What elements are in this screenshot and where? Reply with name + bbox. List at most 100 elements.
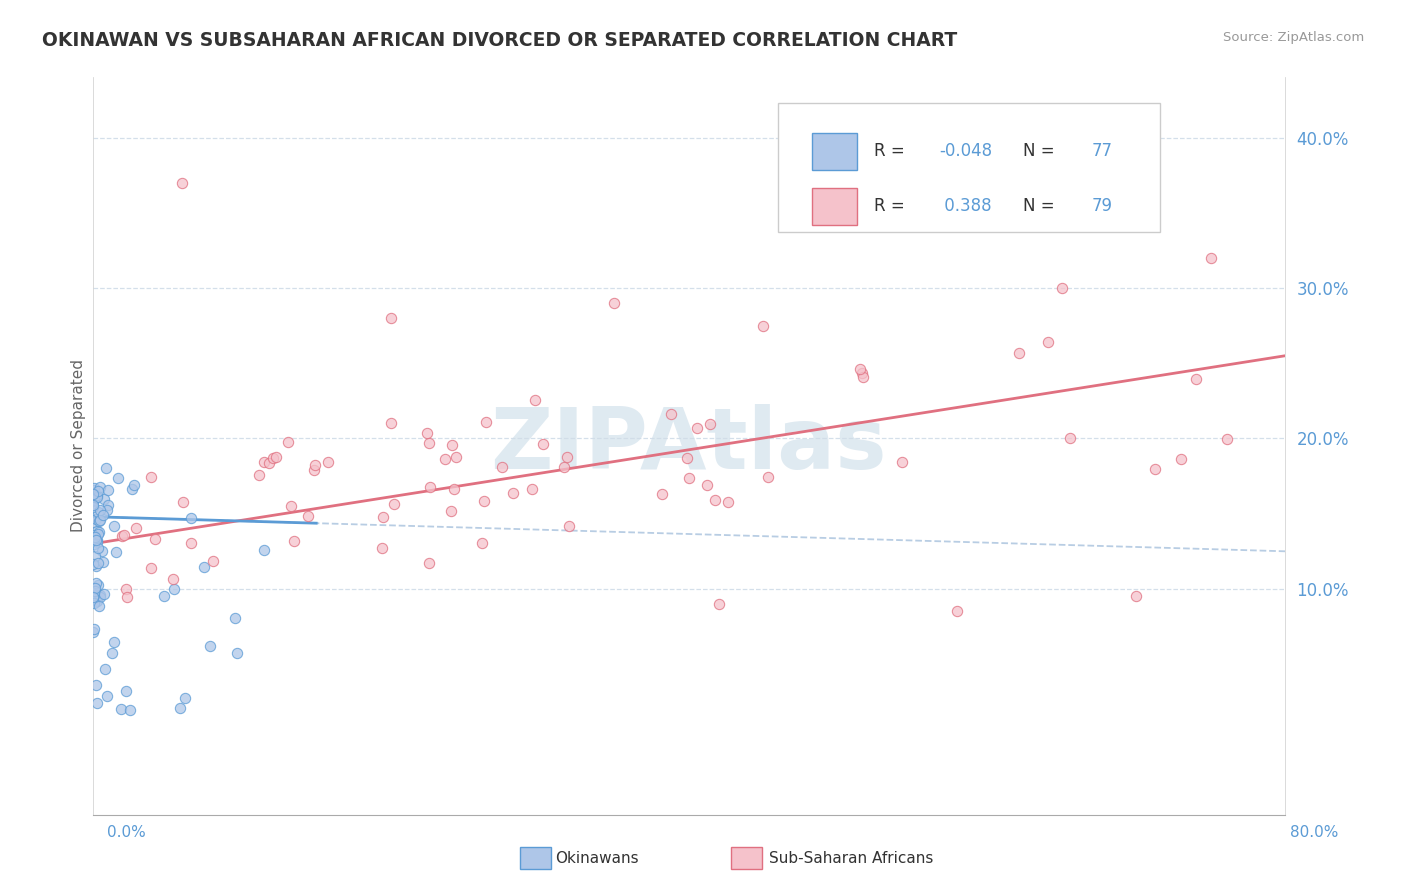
Point (118, 703, 141, 717)
Point (444, 450, 467, 465)
Point (946, 605, 969, 619)
Point (1215, 432, 1237, 446)
Point (86, 488, 108, 502)
Point (851, 367, 873, 381)
Point (1125, 590, 1147, 604)
Point (83, 515, 105, 529)
Point (125, 521, 148, 535)
Point (89, 480, 111, 494)
Point (1143, 462, 1166, 476)
Point (297, 508, 319, 523)
Point (86, 541, 108, 555)
Point (371, 509, 394, 524)
Point (676, 450, 699, 465)
Point (107, 471, 129, 485)
Point (114, 684, 136, 698)
Point (103, 519, 125, 533)
Point (704, 493, 727, 508)
Point (533, 436, 555, 450)
Point (84, 530, 107, 544)
Text: R =: R = (873, 197, 910, 216)
Point (707, 597, 730, 611)
Point (84, 575, 107, 590)
Point (304, 458, 326, 472)
Point (82, 494, 104, 508)
Point (83, 481, 105, 495)
Point (82, 558, 104, 572)
Point (202, 554, 225, 568)
Point (89, 513, 111, 527)
Point (89, 503, 111, 517)
Point (141, 561, 163, 575)
Text: ZIPAtlas: ZIPAtlas (491, 404, 887, 488)
Text: 79: 79 (1092, 197, 1114, 216)
Point (96, 689, 118, 703)
Point (253, 455, 276, 469)
FancyBboxPatch shape (779, 103, 1160, 232)
Point (193, 560, 215, 574)
Point (380, 311, 402, 326)
Point (91, 555, 114, 569)
Point (83, 622, 105, 636)
Point (440, 504, 463, 518)
Point (84, 581, 107, 595)
Point (651, 487, 673, 501)
Point (93, 492, 115, 507)
Point (852, 369, 875, 384)
Point (87, 578, 110, 592)
Point (87, 514, 110, 528)
Point (699, 417, 721, 432)
Point (103, 635, 125, 649)
Point (849, 361, 872, 376)
Point (82, 625, 104, 640)
Point (87, 556, 110, 570)
Text: 80.0%: 80.0% (1291, 825, 1339, 839)
Point (83, 483, 105, 497)
Point (384, 497, 406, 511)
Point (111, 529, 134, 543)
Point (472, 494, 495, 508)
Point (717, 494, 740, 508)
Point (434, 451, 457, 466)
Point (91, 508, 114, 522)
Point (553, 460, 575, 475)
Point (122, 478, 145, 492)
Point (1008, 346, 1031, 360)
Point (172, 495, 194, 509)
Point (87, 505, 110, 519)
Point (678, 470, 700, 484)
Point (603, 296, 626, 310)
Point (170, 176, 193, 190)
Point (86, 524, 108, 539)
Point (659, 407, 682, 421)
Point (266, 450, 288, 465)
Point (115, 590, 138, 604)
Point (143, 532, 166, 546)
Point (262, 451, 284, 466)
Point (110, 702, 132, 716)
Point (83, 537, 105, 551)
Text: OKINAWAN VS SUBSAHARAN AFRICAN DIVORCED OR SEPARATED CORRELATION CHART: OKINAWAN VS SUBSAHARAN AFRICAN DIVORCED … (42, 31, 957, 50)
Point (277, 435, 299, 450)
Point (162, 572, 184, 586)
Point (696, 478, 718, 492)
Point (523, 393, 546, 408)
Point (82, 500, 104, 514)
Point (1185, 372, 1208, 386)
Point (93, 587, 115, 601)
Point (173, 691, 195, 706)
Point (946, 213, 969, 227)
Text: N =: N = (1022, 197, 1060, 216)
Point (419, 480, 441, 494)
Point (1059, 431, 1081, 445)
Point (224, 611, 246, 625)
Point (226, 647, 249, 661)
Point (253, 542, 276, 557)
Point (94, 460, 117, 475)
Point (522, 482, 544, 496)
Point (97, 483, 120, 498)
Point (112, 527, 135, 541)
Point (259, 456, 281, 470)
Point (89, 599, 111, 614)
Point (94, 662, 117, 676)
